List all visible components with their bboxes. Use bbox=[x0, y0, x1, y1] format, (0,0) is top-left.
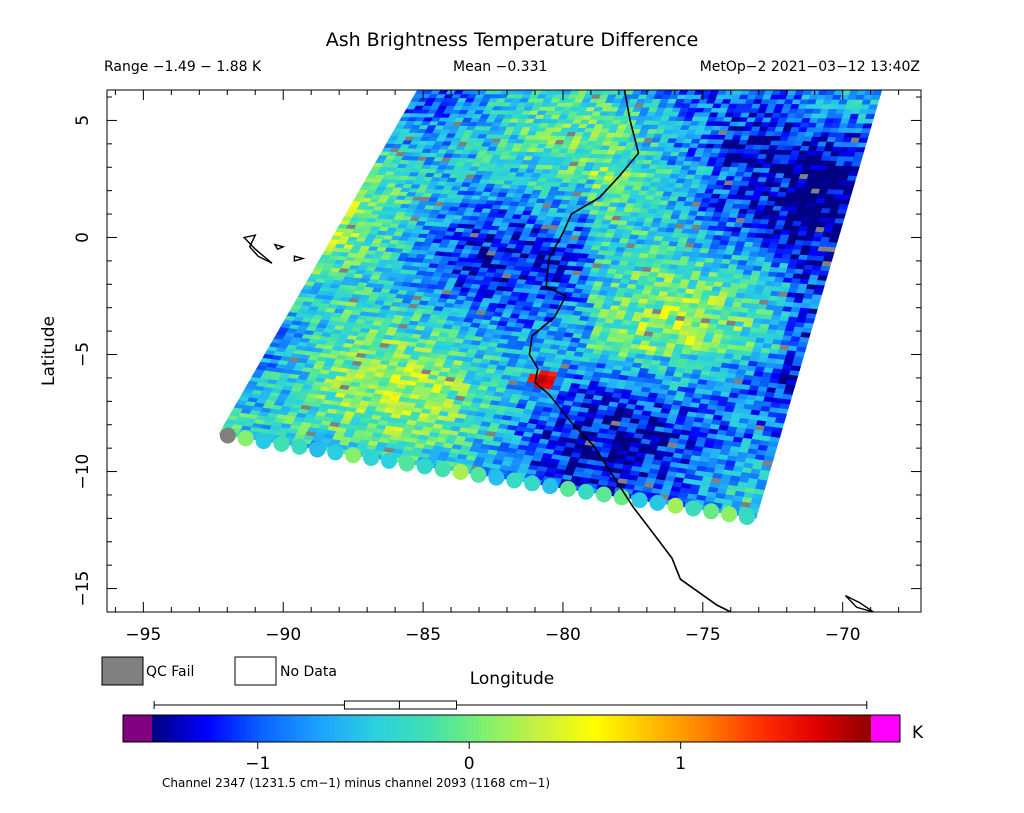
swath-pixel bbox=[828, 236, 839, 243]
range-text: Range −1.49 − 1.88 K bbox=[104, 59, 262, 75]
swath-pixel bbox=[856, 141, 867, 148]
swath-pixel bbox=[832, 222, 844, 229]
swath-pixel bbox=[841, 194, 852, 200]
swath-pixel bbox=[817, 274, 828, 281]
swath-pixel bbox=[837, 208, 848, 215]
swath-pixel bbox=[825, 246, 837, 253]
swath-pixel bbox=[829, 231, 841, 238]
swath-pixel bbox=[834, 217, 845, 224]
swath-heatmap bbox=[218, 90, 883, 525]
swath-pixel bbox=[831, 227, 842, 234]
swath-pixel bbox=[855, 146, 866, 153]
swath-pixel bbox=[862, 122, 873, 129]
swath-pixel bbox=[842, 189, 853, 196]
swath-pixel bbox=[838, 203, 849, 210]
swath-pixel bbox=[843, 184, 855, 191]
satellite-time-text: MetOp−2 2021−03−12 13:40Z bbox=[700, 59, 920, 75]
swath-pixel bbox=[845, 179, 856, 186]
swath-pixel bbox=[849, 165, 860, 172]
chart-title: Ash Brightness Temperature Difference bbox=[326, 29, 699, 51]
swath-pixel bbox=[821, 260, 832, 267]
swath-pixel bbox=[851, 160, 862, 167]
swath-pixel bbox=[853, 151, 865, 157]
swath-pixel bbox=[859, 132, 870, 138]
swath-pixel bbox=[860, 127, 871, 134]
swath-pixel bbox=[827, 241, 838, 248]
swath-pixel bbox=[820, 265, 831, 272]
swath-pixel bbox=[839, 198, 851, 205]
swath-pixel bbox=[846, 175, 858, 181]
swath-pixel bbox=[814, 284, 825, 291]
swath-pixel bbox=[835, 212, 846, 219]
swath-pixel bbox=[858, 137, 869, 143]
swath-pixel bbox=[848, 170, 859, 177]
mean-text: Mean −0.331 bbox=[453, 59, 547, 75]
swath-pixel bbox=[824, 250, 835, 257]
swath-pixel bbox=[852, 156, 863, 162]
